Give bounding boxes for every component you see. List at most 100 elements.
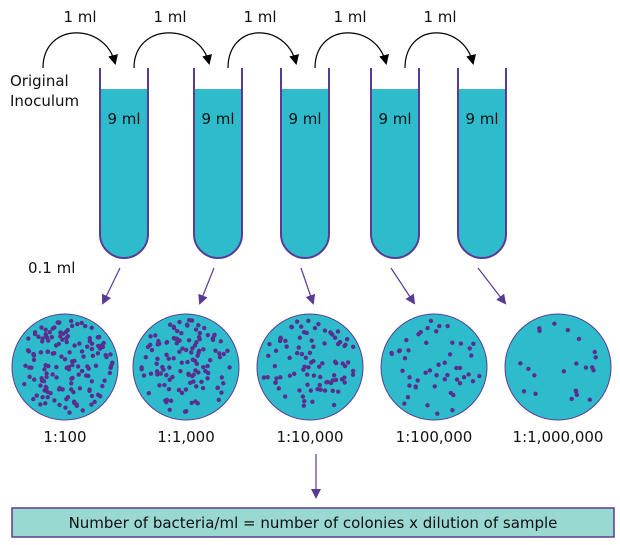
- colony-dot: [400, 368, 405, 373]
- colony-dot: [215, 385, 221, 390]
- colony-dot: [335, 329, 341, 334]
- colony-dot: [60, 331, 66, 336]
- colony-dot: [311, 373, 317, 378]
- test-tube: 9 ml 1 ml: [404, 8, 507, 259]
- colony-dot: [183, 387, 189, 392]
- colony-dot: [330, 378, 335, 383]
- colony-dot: [148, 334, 153, 339]
- colony-dot: [435, 411, 440, 416]
- colony-dot: [432, 384, 437, 389]
- colony-dot: [27, 374, 32, 379]
- colony-dot: [333, 377, 339, 383]
- colony-dot: [193, 327, 199, 332]
- colony-dot: [167, 407, 172, 413]
- colony-dot: [100, 383, 105, 389]
- transfer-volume-label: 1 ml: [423, 8, 456, 26]
- colony-dot: [310, 399, 315, 404]
- colony-dot: [23, 363, 28, 368]
- colony-dot: [322, 328, 328, 333]
- colony-dot: [43, 332, 48, 337]
- colony-dot: [69, 387, 74, 392]
- colony-dot: [428, 318, 434, 324]
- colony-dot: [205, 332, 211, 338]
- colony-dot: [188, 380, 193, 386]
- colony-dot: [402, 401, 407, 406]
- colony-dot: [170, 374, 175, 380]
- colony-dot: [196, 323, 201, 328]
- colony-dot: [342, 363, 348, 369]
- colony-dot: [294, 319, 300, 324]
- colony-dot: [171, 356, 176, 361]
- plate-medium: [380, 313, 488, 421]
- tube-outline: [280, 68, 330, 259]
- tube-volume-label: 9 ml: [288, 110, 321, 128]
- formula-box: [11, 507, 615, 538]
- colony-dot: [324, 380, 329, 385]
- colony-dot: [155, 356, 160, 361]
- colony-dot: [39, 325, 44, 330]
- colony-dot: [574, 361, 579, 366]
- colony-dot: [44, 371, 49, 376]
- dilution-label: 1:1,000,000: [513, 428, 604, 446]
- colony-dot: [532, 373, 537, 378]
- colony-dot: [31, 357, 37, 363]
- colony-dot: [25, 348, 31, 353]
- tube-liquid: [371, 89, 419, 258]
- colony-dot: [102, 378, 107, 383]
- colony-dot: [427, 368, 433, 373]
- colony-dot: [86, 366, 91, 371]
- colony-dot: [404, 337, 409, 343]
- colony-dot: [63, 405, 68, 410]
- colony-dot: [69, 318, 74, 324]
- colony-dot: [162, 382, 167, 388]
- colony-dot: [183, 347, 189, 353]
- colony-dot: [218, 339, 224, 344]
- colony-dot: [56, 320, 62, 325]
- colony-dot: [434, 373, 439, 378]
- colony-dot: [90, 353, 96, 359]
- colony-dot: [148, 371, 154, 376]
- test-tube: 9 ml 1 ml: [314, 8, 420, 259]
- colony-dot: [436, 362, 441, 367]
- colony-dot: [60, 337, 65, 342]
- test-tube: 9 ml 1 ml: [227, 8, 330, 259]
- colony-dot: [186, 371, 191, 377]
- colony-dot: [389, 351, 394, 357]
- colony-dot: [300, 394, 306, 399]
- transfer-volume-label: 1 ml: [153, 8, 186, 26]
- colony-dot: [318, 374, 323, 380]
- plating-arrow: [477, 267, 507, 305]
- formula-text: Number of bacteria/ml = number of coloni…: [69, 514, 558, 532]
- colony-dot: [22, 381, 27, 387]
- colony-dot: [110, 360, 115, 365]
- tube-liquid: [458, 89, 506, 258]
- colony-dot: [177, 349, 182, 355]
- colony-dot: [167, 322, 173, 327]
- colony-dot: [200, 385, 206, 391]
- colony-dot: [402, 356, 408, 361]
- colony-dot: [267, 341, 272, 347]
- colony-dot: [40, 395, 45, 400]
- colony-dot: [80, 408, 85, 413]
- test-tube: 9 ml 1 ml: [42, 8, 149, 259]
- colony-dot: [44, 374, 49, 380]
- colony-dot: [176, 387, 182, 393]
- transfer-arrow: [314, 32, 389, 69]
- colony-dot: [331, 373, 337, 378]
- transfer-volume-label: 1 ml: [63, 8, 96, 26]
- colony-dot: [194, 361, 200, 367]
- colony-dot: [39, 378, 45, 384]
- colony-dot: [205, 376, 210, 381]
- colony-dot: [95, 335, 101, 340]
- colony-dot: [565, 327, 571, 333]
- colony-dot: [273, 380, 278, 385]
- colony-dot: [454, 377, 460, 382]
- colony-dot: [312, 325, 318, 331]
- colony-dot: [164, 352, 169, 358]
- transfer-arrow: [227, 32, 299, 69]
- colony-dot: [320, 361, 325, 366]
- colony-dot: [225, 348, 230, 354]
- colony-dot: [219, 375, 225, 380]
- original-inoculum-label: Original: [10, 72, 69, 90]
- colony-dot: [311, 344, 316, 349]
